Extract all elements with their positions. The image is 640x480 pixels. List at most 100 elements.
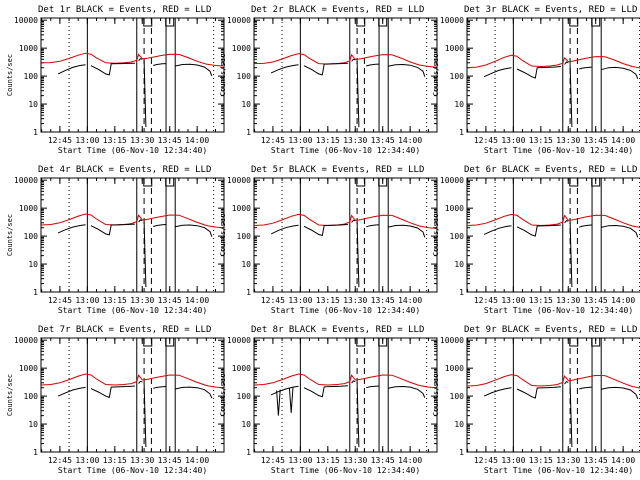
event-rate-line <box>516 224 561 237</box>
interval-bracket-mark <box>165 178 175 187</box>
event-rate-line <box>564 61 569 65</box>
interval-bracket-mark <box>378 18 388 27</box>
x-axis-label: Start Time (06-Nov-10 12:34:40) <box>484 306 633 315</box>
x-axis-label: Start Time (06-Nov-10 12:34:40) <box>58 466 207 475</box>
x-tick-label: 13:15 <box>529 136 553 145</box>
plot-frame <box>466 177 640 293</box>
interval-bracket-mark <box>569 18 579 27</box>
lld-rate-line <box>41 373 223 389</box>
y-tick-label: 10000 <box>14 336 38 345</box>
y-tick-label: 10 <box>454 100 464 109</box>
y-axis-label: Counts/sec <box>219 214 227 256</box>
event-rate-line <box>579 66 593 70</box>
x-tick-label: 13:15 <box>316 136 340 145</box>
event-rate-line <box>57 64 86 75</box>
x-tick-label: 14:00 <box>185 136 209 145</box>
plot-frame <box>40 337 225 453</box>
detector-panel-9: Det 9r BLACK = Events, RED = LLD Counts/s… <box>432 325 640 475</box>
y-tick-label: 10 <box>241 100 251 109</box>
x-axis-label: Start Time (06-Nov-10 12:34:40) <box>484 146 633 155</box>
y-tick-label: 10000 <box>14 176 38 185</box>
panel-title: Det 1r BLACK = Events, RED = LLD <box>38 5 211 15</box>
panel-title: Det 3r BLACK = Events, RED = LLD <box>464 5 637 15</box>
panel-title: Det 6r BLACK = Events, RED = LLD <box>464 165 637 175</box>
x-tick-label: 13:45 <box>371 296 395 305</box>
x-tick-label: 12:45 <box>261 296 285 305</box>
panel-title: Det 7r BLACK = Events, RED = LLD <box>38 325 211 335</box>
x-tick-label: 13:30 <box>130 296 154 305</box>
event-rate-line <box>483 387 512 397</box>
x-tick-label: 13:30 <box>556 456 580 465</box>
y-tick-label: 10000 <box>440 176 464 185</box>
x-tick-label: 13:15 <box>529 296 553 305</box>
event-rate-line <box>366 385 380 389</box>
event-rate-line <box>356 60 360 128</box>
x-tick-label: 13:45 <box>584 296 608 305</box>
panel-title: Det 5r BLACK = Events, RED = LLD <box>251 165 424 175</box>
interval-bracket-mark <box>356 18 366 27</box>
y-tick-label: 100 <box>24 232 39 241</box>
x-axis-label: Start Time (06-Nov-10 12:34:40) <box>484 466 633 475</box>
detector-panel-5: Det 5r BLACK = Events, RED = LLD Counts/s… <box>219 165 438 315</box>
interval-bracket-mark <box>143 178 153 187</box>
y-tick-label: 1000 <box>445 204 464 213</box>
event-rate-line <box>90 223 135 236</box>
x-tick-label: 13:00 <box>75 296 99 305</box>
event-rate-line <box>351 219 356 223</box>
y-tick-label: 10 <box>241 260 251 269</box>
detector-panel-6: Det 6r BLACK = Events, RED = LLD Counts/s… <box>432 165 640 315</box>
x-tick-label: 13:45 <box>371 456 395 465</box>
x-axis-label: Start Time (06-Nov-10 12:34:40) <box>271 466 420 475</box>
y-tick-label: 1 <box>459 128 464 137</box>
x-tick-label: 12:45 <box>474 136 498 145</box>
y-tick-label: 1 <box>246 288 251 297</box>
event-rate-line <box>153 63 167 66</box>
event-rate-line <box>57 386 86 397</box>
x-tick-label: 13:15 <box>529 456 553 465</box>
event-rate-line <box>564 380 569 385</box>
y-tick-label: 1000 <box>232 364 251 373</box>
event-rate-line <box>303 224 348 237</box>
interval-bracket-mark <box>143 338 153 347</box>
x-tick-label: 12:45 <box>474 296 498 305</box>
event-rate-line <box>90 62 135 76</box>
event-rate-line <box>138 219 143 223</box>
event-rate-line <box>569 222 573 288</box>
detector-panel-7: Det 7r BLACK = Events, RED = LLD Counts/s… <box>6 325 225 475</box>
lld-rate-line <box>41 52 223 67</box>
x-tick-label: 12:45 <box>474 456 498 465</box>
event-rate-line <box>601 224 639 238</box>
x-tick-label: 14:00 <box>398 296 422 305</box>
lld-rate-line <box>41 213 223 229</box>
x-tick-label: 14:00 <box>185 296 209 305</box>
y-axis-label: Counts/sec <box>6 374 14 416</box>
y-tick-label: 1 <box>459 288 464 297</box>
x-tick-label: 12:45 <box>48 136 72 145</box>
event-rate-line <box>153 386 167 389</box>
x-tick-label: 13:30 <box>343 136 367 145</box>
event-rate-line <box>356 382 360 448</box>
event-rate-line <box>57 224 86 234</box>
x-tick-label: 13:00 <box>501 136 525 145</box>
y-tick-label: 10 <box>28 100 38 109</box>
panel-title: Det 2r BLACK = Events, RED = LLD <box>251 5 424 15</box>
y-tick-label: 1 <box>33 448 38 457</box>
y-tick-label: 100 <box>237 72 252 81</box>
x-tick-label: 13:45 <box>158 456 182 465</box>
plot-frame <box>253 177 438 293</box>
interval-bracket-mark <box>378 178 388 187</box>
y-tick-label: 10000 <box>227 336 251 345</box>
lld-rate-line <box>254 213 436 229</box>
event-rate-line <box>601 66 639 79</box>
detector-panel-1: Det 1r BLACK = Events, RED = LLD Counts/s… <box>6 5 225 155</box>
event-rate-line <box>366 224 380 228</box>
event-rate-line <box>143 221 147 288</box>
interval-bracket-mark <box>378 338 388 347</box>
y-tick-label: 1000 <box>445 44 464 53</box>
x-tick-label: 13:00 <box>288 456 312 465</box>
event-rate-line <box>276 389 281 416</box>
y-tick-label: 10000 <box>440 336 464 345</box>
interval-bracket-mark <box>591 18 601 27</box>
event-rate-line <box>564 220 569 224</box>
event-rate-line <box>366 63 380 67</box>
